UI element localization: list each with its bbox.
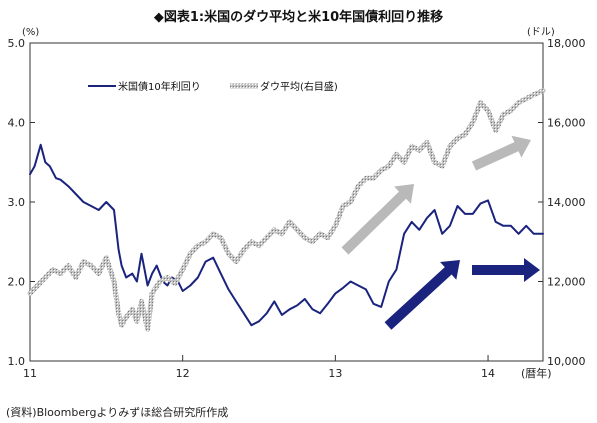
chart-source: (資料)Bloombergよりみずほ総合研究所作成 bbox=[6, 406, 229, 419]
annotation-arrow-yield-flat bbox=[472, 258, 540, 282]
y-right-unit: (ドル) bbox=[527, 27, 555, 38]
us-10y-yield-line bbox=[29, 143, 544, 327]
y-left-unit: (%) bbox=[22, 27, 39, 38]
y-left-tick-label: 4.0 bbox=[8, 117, 26, 130]
dow-average-line bbox=[27, 88, 546, 332]
legend-label-yield: 米国債10年利回り bbox=[118, 80, 201, 93]
y-left-tick-label: 1.0 bbox=[8, 355, 26, 368]
chart-title: ◆図表1:米国のダウ平均と米10年国債利回り推移 bbox=[153, 10, 444, 25]
y-left-tick-label: 5.0 bbox=[8, 37, 26, 50]
y-left-tick-label: 3.0 bbox=[8, 196, 26, 209]
y-right-tick-label: 10,000 bbox=[547, 355, 586, 368]
x-axis-label: (暦年) bbox=[521, 366, 552, 380]
x-tick-label: 14 bbox=[481, 367, 495, 380]
y-right-tick-label: 12,000 bbox=[547, 276, 586, 289]
y-left-tick-label: 2.0 bbox=[8, 276, 26, 289]
legend-label-dow: ダウ平均(右目盛) bbox=[260, 80, 338, 93]
x-tick-label: 12 bbox=[176, 367, 190, 380]
y-right-tick-label: 18,000 bbox=[547, 37, 586, 50]
y-right-tick-label: 16,000 bbox=[547, 117, 586, 130]
annotation-arrow-yield-up bbox=[384, 260, 460, 330]
y-right-tick-label: 14,000 bbox=[547, 196, 586, 209]
annotation-arrow-dow-2 bbox=[471, 135, 531, 171]
x-tick-label: 11 bbox=[23, 367, 37, 380]
x-tick-label: 13 bbox=[328, 367, 342, 380]
annotation-arrow-dow-1 bbox=[341, 184, 414, 255]
